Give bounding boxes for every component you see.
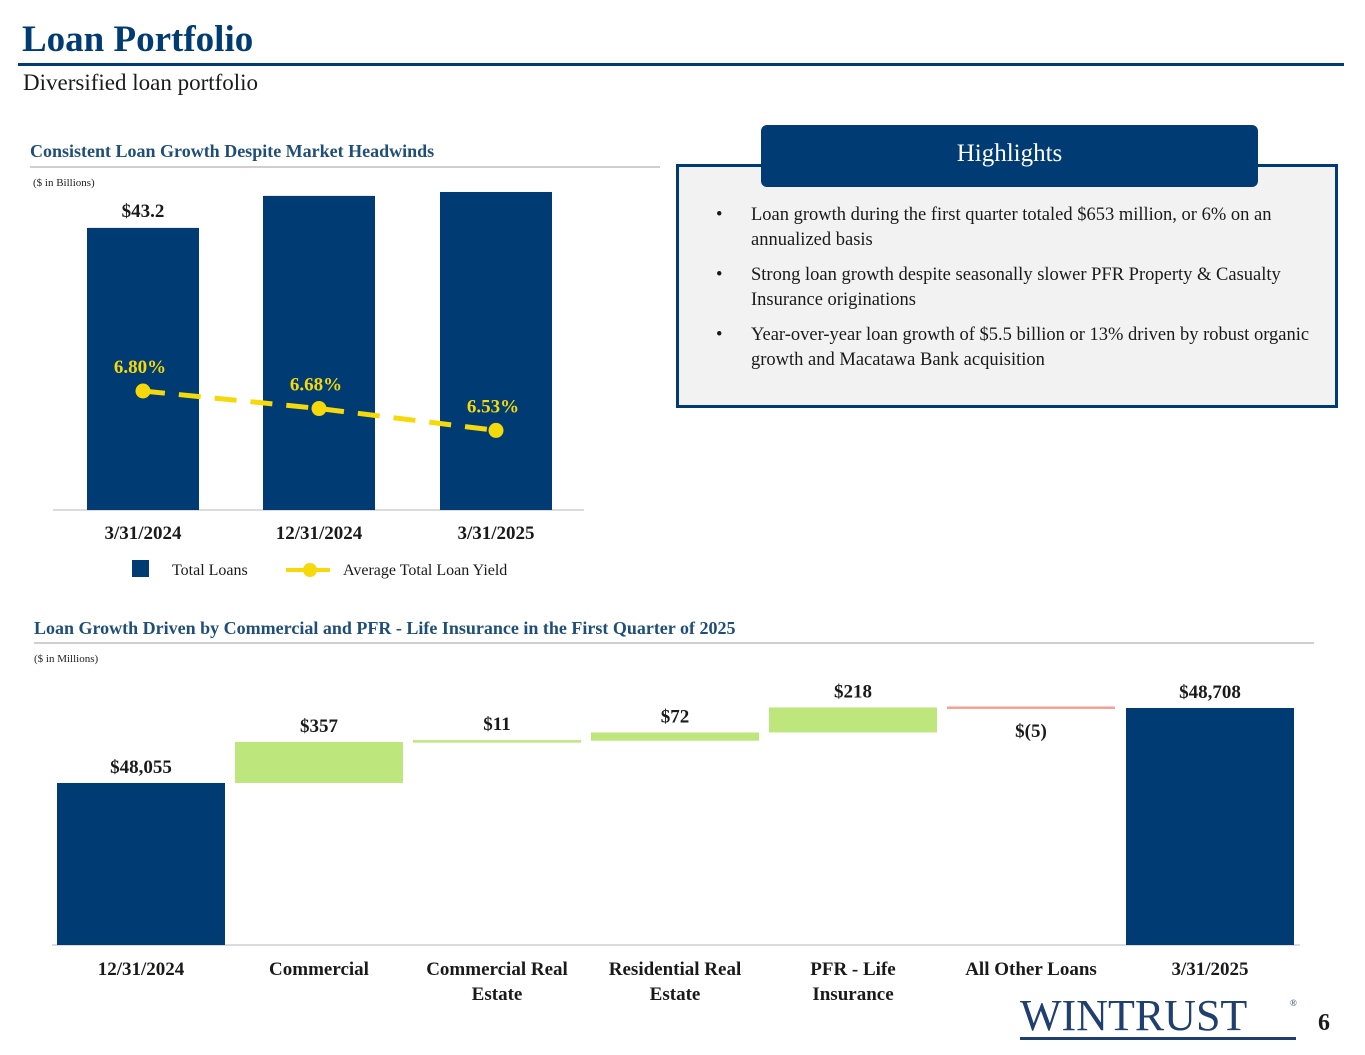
page-number: 6 [1318,1010,1330,1036]
highlights-list: • Loan growth during the first quarter to… [716,203,1316,383]
logo-text: WINTRUST [1020,991,1247,1040]
yield-value-label: 6.80% [114,357,166,378]
bar-value-label: $48,708 [1179,682,1241,703]
x-tick-label: All Other Loans [965,959,1097,980]
highlights-panel [676,164,1338,408]
increase-bar [235,741,403,783]
highlight-item: • Year-over-year loan growth of $5.5 bill… [716,323,1316,373]
x-tick-label: Commercial [269,959,369,980]
decrease-bar [947,706,1115,709]
bar-value-label: $72 [661,706,690,727]
total-loans-bar [440,191,552,510]
loan-growth-chart: $43.23/31/2024$48.112/31/2024$48.73/31/2… [53,191,584,579]
highlight-text: Loan growth during the first quarter tot… [751,205,1272,250]
legend-total-loans-swatch [132,560,149,577]
x-tick-label: Commercial Real [426,959,568,980]
highlight-text: Year-over-year loan growth of $5.5 billi… [751,325,1310,370]
bullet-glyph: • [716,205,723,225]
registered-mark: ® [1290,998,1297,1008]
bar-value-label: $357 [300,716,339,737]
chart2-units-note: ($ in Millions) [34,653,99,665]
total-bar [57,782,225,945]
x-tick-label: PFR - Life [810,959,895,980]
legend-total-loans-label: Total Loans [172,562,248,579]
chart1-title: Consistent Loan Growth Despite Market He… [30,141,435,161]
loan-waterfall-chart: $48,055 12/31/2024 $357 Commercial $11 Commer… [52,681,1300,1005]
increase-bar [769,707,937,733]
yield-value-label: 6.53% [467,396,519,417]
yield-point [488,422,504,438]
title-divider [18,63,1344,66]
highlights-heading: Highlights [761,125,1258,187]
page-subtitle: Diversified loan portfolio [23,70,259,95]
bar-value-label: $48,055 [110,757,172,778]
x-tick-label: 3/31/2025 [1171,959,1248,980]
total-loans-bar [263,195,375,511]
bar-value-label: $(5) [1015,721,1047,742]
total-bar [1126,708,1294,945]
x-tick-label: 3/31/2025 [457,523,534,544]
highlight-text: Strong loan growth despite seasonally sl… [751,265,1281,310]
increase-bar [413,740,581,743]
bar-value-label: $218 [834,681,872,702]
chart2-title: Loan Growth Driven by Commercial and PFR… [34,618,736,638]
bar-value-label: $11 [483,714,510,735]
x-tick-label: 12/31/2024 [98,959,185,980]
x-tick-label: 12/31/2024 [276,523,363,544]
chart2-title-rule [34,642,1314,644]
wintrust-logo: WINTRUST ® [1020,991,1297,1040]
increase-bar [591,732,759,741]
bar-value-label: $43.2 [122,201,165,222]
bullet-glyph: • [716,265,723,285]
highlight-item: • Strong loan growth despite seasonally s… [716,263,1316,313]
yield-point [135,383,151,399]
yield-line [142,388,497,433]
chart1-units-note: ($ in Billions) [33,177,95,189]
yield-point [311,401,327,417]
x-tick-label: Insurance [812,984,893,1005]
chart1-title-rule [30,166,660,168]
page-title: Loan Portfolio [22,19,254,60]
yield-value-label: 6.68% [290,375,342,396]
x-tick-label: Estate [650,984,701,1005]
x-tick-label: Estate [472,984,523,1005]
total-loans-bar [87,227,199,510]
x-tick-label: Residential Real [609,959,741,980]
bullet-glyph: • [716,325,723,345]
legend-yield-label: Average Total Loan Yield [343,562,507,579]
logo-underline [1020,1037,1296,1040]
legend-yield-marker [303,563,317,577]
x-tick-label: 3/31/2024 [104,523,182,544]
highlight-item: • Loan growth during the first quarter to… [716,203,1316,253]
